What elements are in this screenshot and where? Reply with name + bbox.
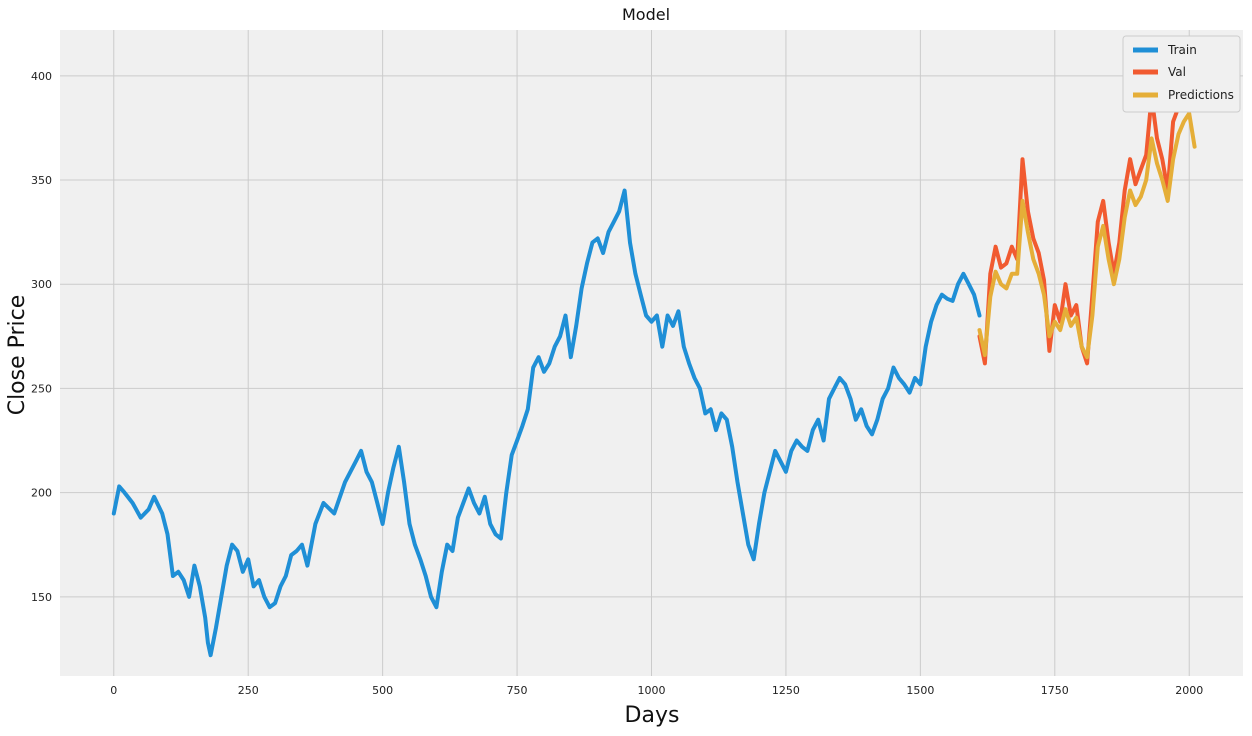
x-tick-label: 750 (507, 684, 528, 697)
x-tick-labels: 0 250 500 750 1000 1250 1500 1750 2000 (110, 684, 1203, 697)
y-tick-label: 400 (31, 70, 52, 83)
series-line-val (977, 69, 1197, 366)
x-tick-label: 0 (110, 684, 117, 697)
legend-label-val: Val (1168, 65, 1186, 79)
series-lines (111, 69, 1197, 658)
y-tick-label: 250 (31, 382, 52, 395)
x-tick-label: 1250 (772, 684, 800, 697)
y-tick-label: 350 (31, 174, 52, 187)
y-tick-labels: 150 200 250 300 350 400 (31, 70, 52, 604)
y-tick-label: 150 (31, 591, 52, 604)
x-tick-label: 1000 (638, 684, 666, 697)
y-axis-label: Close Price (5, 295, 30, 416)
x-tick-label: 250 (238, 684, 259, 697)
y-tick-label: 200 (31, 487, 52, 500)
chart-title: Model (622, 5, 670, 24)
series-line-train (111, 188, 982, 658)
x-tick-label: 1500 (906, 684, 934, 697)
legend-label-train: Train (1167, 43, 1197, 57)
legend-label-predictions: Predictions (1168, 88, 1234, 102)
legend: Train Val Predictions (1122, 35, 1241, 113)
y-tick-label: 300 (31, 278, 52, 291)
x-tick-label: 500 (372, 684, 393, 697)
grid-lines (60, 30, 1243, 676)
x-axis-label: Days (625, 703, 680, 728)
x-tick-label: 2000 (1175, 684, 1203, 697)
series-line-predictions (977, 111, 1197, 360)
x-tick-label: 1750 (1041, 684, 1069, 697)
